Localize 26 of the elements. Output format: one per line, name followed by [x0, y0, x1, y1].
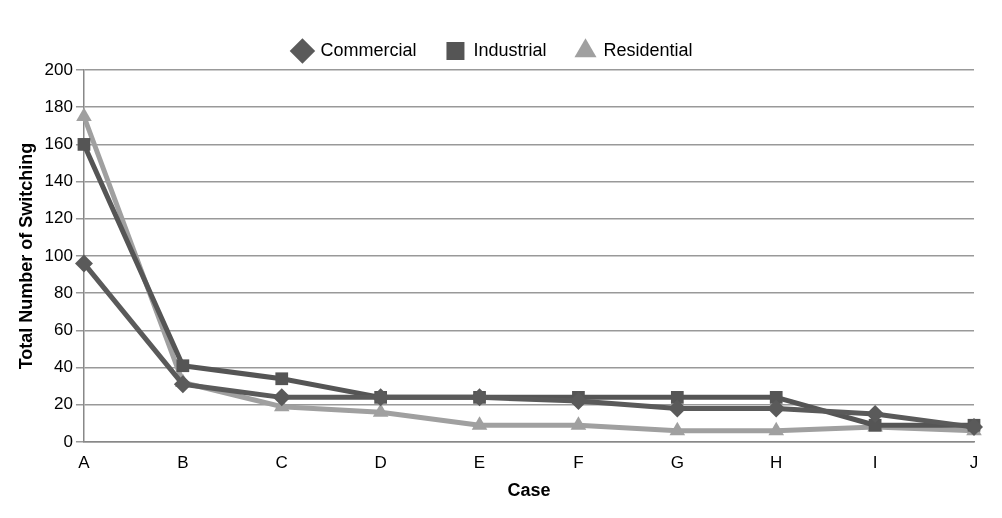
x-tick-label: C	[275, 452, 288, 472]
x-tick-label: H	[770, 452, 783, 472]
y-tick-label: 0	[63, 431, 73, 451]
legend-label: Commercial	[320, 39, 417, 60]
y-tick-label: 40	[54, 357, 73, 377]
x-tick-label: D	[374, 452, 387, 472]
y-tick-label: 120	[44, 208, 73, 228]
x-tick-label: I	[872, 452, 878, 472]
y-tick-label: 100	[44, 245, 73, 265]
y-tick-label: 80	[54, 282, 73, 302]
y-tick-label: 180	[44, 96, 73, 116]
y-tick-label: 60	[54, 320, 73, 340]
x-tick-label: E	[473, 452, 486, 472]
y-tick-label: 200	[44, 59, 73, 79]
x-tick-label: B	[177, 452, 189, 472]
x-axis-title: Case	[507, 480, 551, 501]
x-tick-label: G	[670, 452, 684, 472]
legend-label: Residential	[603, 39, 693, 60]
y-axis-title: Total Number of Switching	[15, 142, 36, 370]
y-tick-label: 140	[44, 171, 73, 191]
legend-label: Industrial	[473, 39, 547, 60]
y-tick-label: 160	[44, 134, 73, 154]
x-tick-label: A	[78, 452, 91, 472]
y-tick-label: 20	[54, 394, 73, 414]
x-tick-label: J	[969, 452, 979, 472]
x-tick-label: F	[573, 452, 584, 472]
